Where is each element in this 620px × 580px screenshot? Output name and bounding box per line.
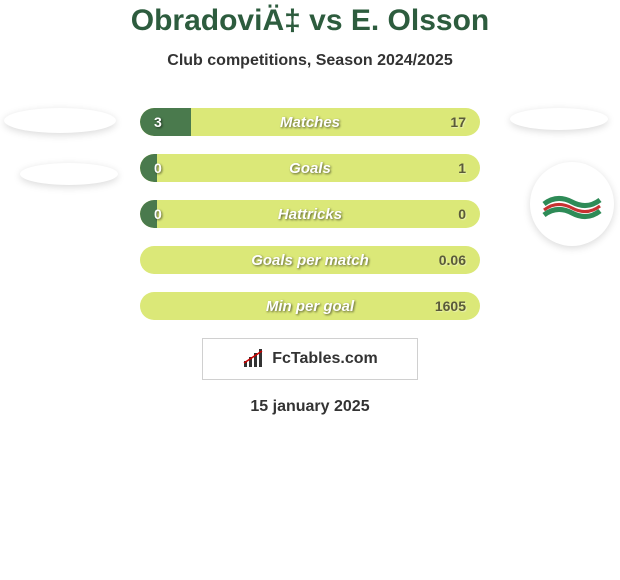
- team-badge-right: [530, 162, 614, 246]
- logo-text: FcTables.com: [272, 350, 378, 368]
- stat-row-goals: 0 Goals 1: [140, 154, 480, 182]
- team-badge-left-1: [4, 108, 116, 133]
- stat-row-goals-per-match: Goals per match 0.06: [140, 246, 480, 274]
- stat-right-value: 0.06: [439, 252, 466, 268]
- page-title: ObradoviÄ‡ vs E. Olsson: [0, 4, 620, 38]
- team-badge-right-small: [510, 108, 608, 130]
- stat-label: Goals: [140, 160, 480, 177]
- stat-right-value: 17: [450, 114, 466, 130]
- stat-label: Goals per match: [140, 252, 480, 269]
- bar-chart-icon: [242, 349, 266, 369]
- stat-row-min-per-goal: Min per goal 1605: [140, 292, 480, 320]
- stat-right-value: 1605: [435, 298, 466, 314]
- stat-label: Min per goal: [140, 298, 480, 315]
- subtitle: Club competitions, Season 2024/2025: [0, 52, 620, 70]
- stat-right-value: 0: [458, 206, 466, 222]
- stat-rows: 3 Matches 17 0 Goals 1 0 Hattricks 0 Goa…: [140, 108, 480, 320]
- team-badge-left-2: [20, 163, 118, 185]
- stat-label: Hattricks: [140, 206, 480, 223]
- source-logo-box[interactable]: FcTables.com: [202, 338, 418, 380]
- stat-row-matches: 3 Matches 17: [140, 108, 480, 136]
- club-crest-icon: [542, 184, 602, 224]
- comparison-card: ObradoviÄ‡ vs E. Olsson Club competition…: [0, 0, 620, 416]
- stat-right-value: 1: [458, 160, 466, 176]
- stat-label: Matches: [140, 114, 480, 131]
- date-text: 15 january 2025: [0, 398, 620, 416]
- stat-row-hattricks: 0 Hattricks 0: [140, 200, 480, 228]
- stats-area: 3 Matches 17 0 Goals 1 0 Hattricks 0 Goa…: [0, 108, 620, 416]
